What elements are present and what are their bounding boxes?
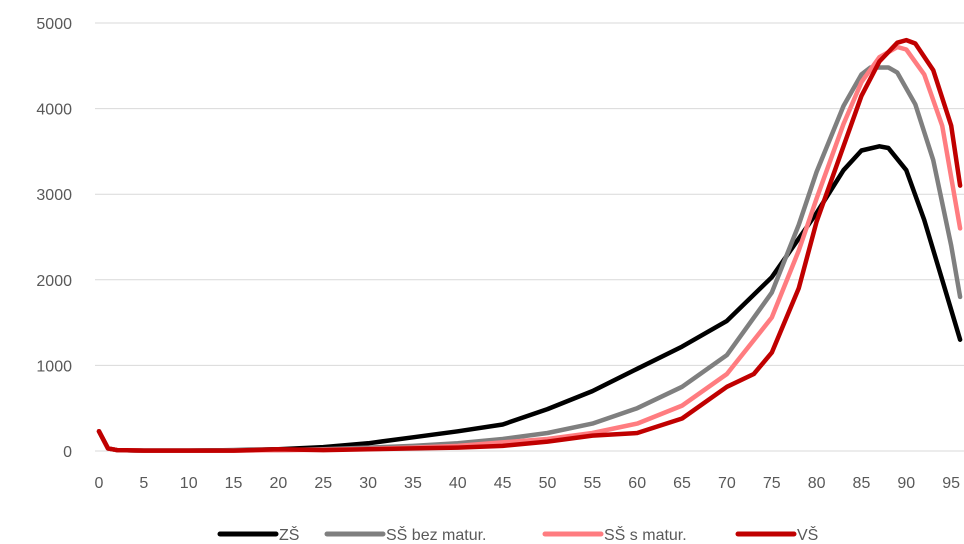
x-axis-ticks: 0 5 10 15 20 25 30 35 40 45 50 55 60 65 70 75 80 85 90 95 [95, 475, 961, 492]
x-tick-label: 65 [673, 475, 691, 492]
series-lines [96, 37, 963, 453]
series-line-4 [96, 37, 963, 453]
x-tick-label: 25 [314, 475, 332, 492]
y-tick-label: 2000 [36, 273, 72, 290]
x-tick-label: 0 [95, 475, 104, 492]
legend-label: VŠ [797, 525, 818, 544]
x-tick-label: 45 [494, 475, 512, 492]
x-tick-label: 60 [628, 475, 646, 492]
legend-label: SŠ s matur. [604, 525, 687, 544]
legend-label: ZŠ [279, 525, 299, 544]
x-tick-label: 70 [718, 475, 736, 492]
y-tick-label: 4000 [36, 102, 72, 119]
x-tick-label: 80 [808, 475, 826, 492]
x-tick-label: 85 [853, 475, 871, 492]
x-tick-label: 55 [583, 475, 601, 492]
y-tick-label: 5000 [36, 16, 72, 33]
y-tick-label: 1000 [36, 358, 72, 375]
x-tick-label: 30 [359, 475, 377, 492]
x-tick-label: 90 [897, 475, 915, 492]
legend: ZŠ SŠ bez matur. SŠ s matur. VŠ [217, 525, 818, 544]
x-tick-label: 15 [225, 475, 243, 492]
x-tick-label: 75 [763, 475, 781, 492]
series-line-1 [96, 144, 963, 453]
y-tick-label: 0 [63, 444, 72, 461]
gridlines [95, 22, 964, 452]
x-tick-label: 20 [270, 475, 288, 492]
series-line-2 [96, 65, 963, 453]
x-tick-label: 95 [942, 475, 960, 492]
x-tick-label: 50 [539, 475, 557, 492]
series-line-3 [96, 44, 963, 453]
legend-label: SŠ bez matur. [386, 525, 487, 544]
y-tick-label: 3000 [36, 187, 72, 204]
x-tick-label: 35 [404, 475, 422, 492]
y-axis-ticks: 0 1000 2000 3000 4000 5000 [36, 16, 72, 461]
x-tick-label: 5 [139, 475, 148, 492]
x-tick-label: 40 [449, 475, 467, 492]
x-tick-label: 10 [180, 475, 198, 492]
